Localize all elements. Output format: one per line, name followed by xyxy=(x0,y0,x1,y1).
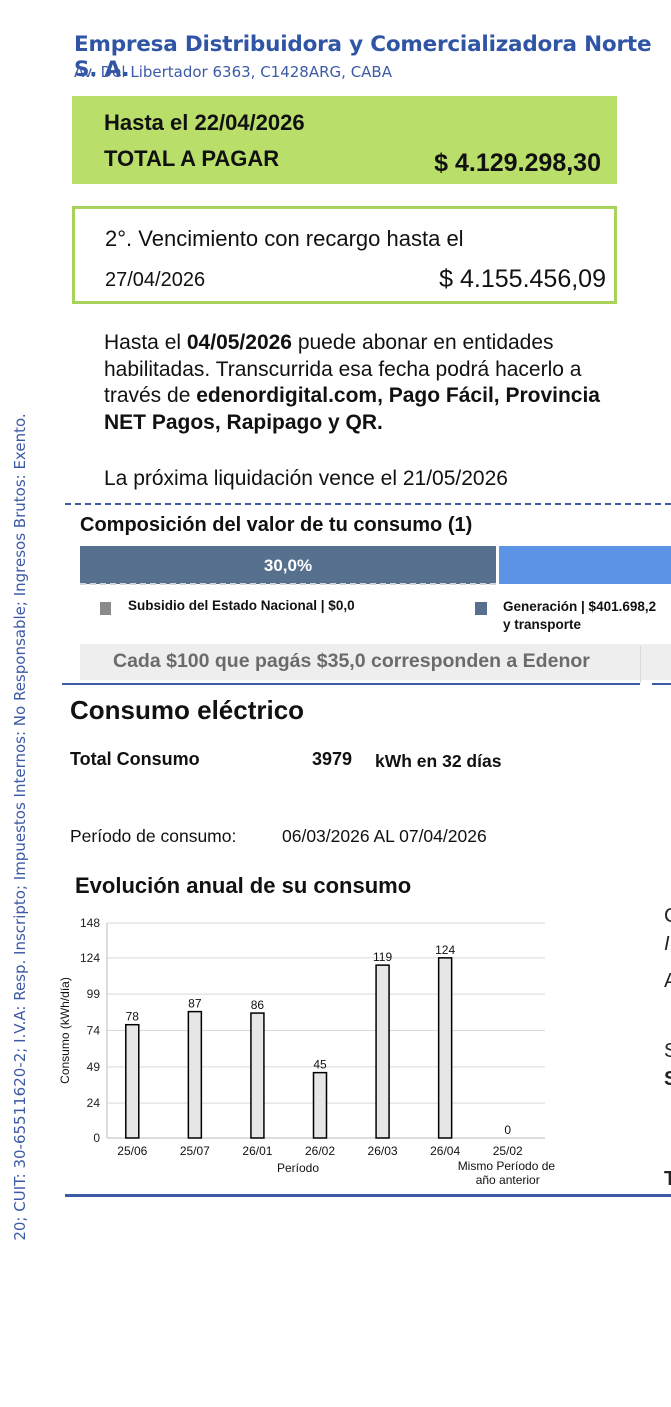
consumption-chart: 0 24 49 74 99 124 148 78 25/06 87 25/07 86 26/01 45 26… xyxy=(58,916,555,1187)
second-due-amount: $ 4.155.456,09 xyxy=(439,265,606,293)
subsidy-percent: 30,0% xyxy=(263,556,313,575)
section-divider-3 xyxy=(652,683,671,685)
right-fragment-6: T xyxy=(664,1168,671,1190)
y-tick-label: 99 xyxy=(87,987,101,1001)
right-fragment-5: S xyxy=(664,1068,671,1090)
legal-side-text: 20; CUIT: 30-65511620-2; I.V.A: Resp. In… xyxy=(11,413,29,1241)
generation-legend-swatch xyxy=(475,602,487,615)
second-due-date: 27/04/2026 xyxy=(105,269,206,291)
company-name: Empresa Distribuidora y Comercializadora… xyxy=(74,32,652,82)
subsidy-legend-swatch xyxy=(100,602,111,615)
y-tick-label: 148 xyxy=(80,916,100,930)
right-fragment-3: A xyxy=(664,970,671,992)
total-amount: $ 4.129.298,30 xyxy=(434,149,601,177)
bar-value-label: 87 xyxy=(188,997,202,1011)
y-tick-label: 0 xyxy=(93,1131,100,1145)
total-consumption-unit: kWh en 32 días xyxy=(375,751,502,771)
secondary-x-label: Mismo Período del xyxy=(458,1159,555,1173)
total-label: TOTAL A PAGAR xyxy=(104,146,280,171)
x-tick-label: 25/06 xyxy=(117,1144,147,1158)
bar xyxy=(437,957,453,1139)
generation-legend-label: Generación | $401.698,2 y transporte xyxy=(503,599,657,632)
bar xyxy=(312,1071,328,1139)
y-tick-label: 74 xyxy=(87,1024,101,1038)
period-label: Período de consumo: xyxy=(70,826,237,846)
total-consumption-value: 3979 xyxy=(312,749,353,769)
bar-value-label: 45 xyxy=(313,1058,327,1072)
consumption-title: Consumo eléctrico xyxy=(70,695,305,725)
bar-value-label: 0 xyxy=(504,1123,511,1137)
right-fragment-2: I xyxy=(664,933,670,955)
x-tick-label: 26/03 xyxy=(368,1144,398,1158)
section-divider-2 xyxy=(62,683,640,685)
bar xyxy=(250,1012,265,1139)
generation-bar-segment xyxy=(499,546,671,584)
y-tick-label: 24 xyxy=(87,1096,101,1110)
bar-value-label: 86 xyxy=(251,998,265,1012)
x-axis-label: Período xyxy=(277,1161,319,1175)
bottom-divider xyxy=(65,1194,671,1197)
x-tick-label: 25/07 xyxy=(180,1144,210,1158)
bar xyxy=(375,964,390,1139)
bar-value-label: 119 xyxy=(373,950,392,964)
period-value: 06/03/2026 AL 07/04/2026 xyxy=(282,826,487,846)
first-due-date: Hasta el 22/04/2026 xyxy=(104,110,305,135)
x-tick-label: 26/01 xyxy=(242,1144,272,1158)
payment-channels: edenordigital.com, Pago Fácil, Provincia… xyxy=(104,384,600,434)
x-tick-label: 25/02 xyxy=(493,1144,523,1158)
right-fragment-1: C xyxy=(664,905,671,928)
bar xyxy=(125,1023,140,1139)
per-100-text: Cada $100 que pagás $35,0 corresponden a… xyxy=(113,650,590,672)
y-axis-label: Consumo (kWh/día) xyxy=(58,977,72,1084)
secondary-x-label: año anterior xyxy=(476,1173,540,1187)
y-tick-label: 124 xyxy=(80,951,100,965)
total-consumption-label: Total Consumo xyxy=(70,749,200,769)
y-tick-label: 49 xyxy=(87,1060,101,1074)
composition-title: Composición del valor de tu consumo (1) xyxy=(80,514,473,536)
first-due-box: Hasta el 22/04/2026 TOTAL A PAGAR $ 4.12… xyxy=(72,96,617,184)
company-address: Av. Del Libertador 6363, C1428ARG, CABA xyxy=(74,63,392,81)
second-due-label: 2°. Vencimiento con recargo hasta el xyxy=(105,226,464,251)
payment-deadline: 04/05/2026 xyxy=(186,331,292,354)
next-due-text: La próxima liquidación vence el 21/05/20… xyxy=(104,467,508,490)
second-due-box: 2°. Vencimiento con recargo hasta el 27/… xyxy=(72,206,617,304)
payment-info: Hasta el 04/05/2026 puede abonar en enti… xyxy=(104,331,600,434)
right-fragment-4: S xyxy=(664,1040,671,1062)
per-100-box: Cada $100 que pagás $35,0 corresponden a… xyxy=(80,644,671,680)
per-100-divider xyxy=(640,646,641,683)
x-tick-label: 26/02 xyxy=(305,1144,335,1158)
bar-dash-line xyxy=(80,583,496,585)
section-divider xyxy=(65,503,671,505)
subsidy-legend-label: Subsidio del Estado Nacional | $0,0 xyxy=(128,598,355,613)
bar-value-label: 78 xyxy=(126,1010,140,1024)
evolution-title: Evolución anual de su consumo xyxy=(75,873,412,898)
x-tick-label: 26/04 xyxy=(430,1144,460,1158)
bar xyxy=(187,1010,203,1139)
bar-value-label: 124 xyxy=(435,943,455,957)
subsidy-bar-segment: 30,0% xyxy=(80,546,496,584)
